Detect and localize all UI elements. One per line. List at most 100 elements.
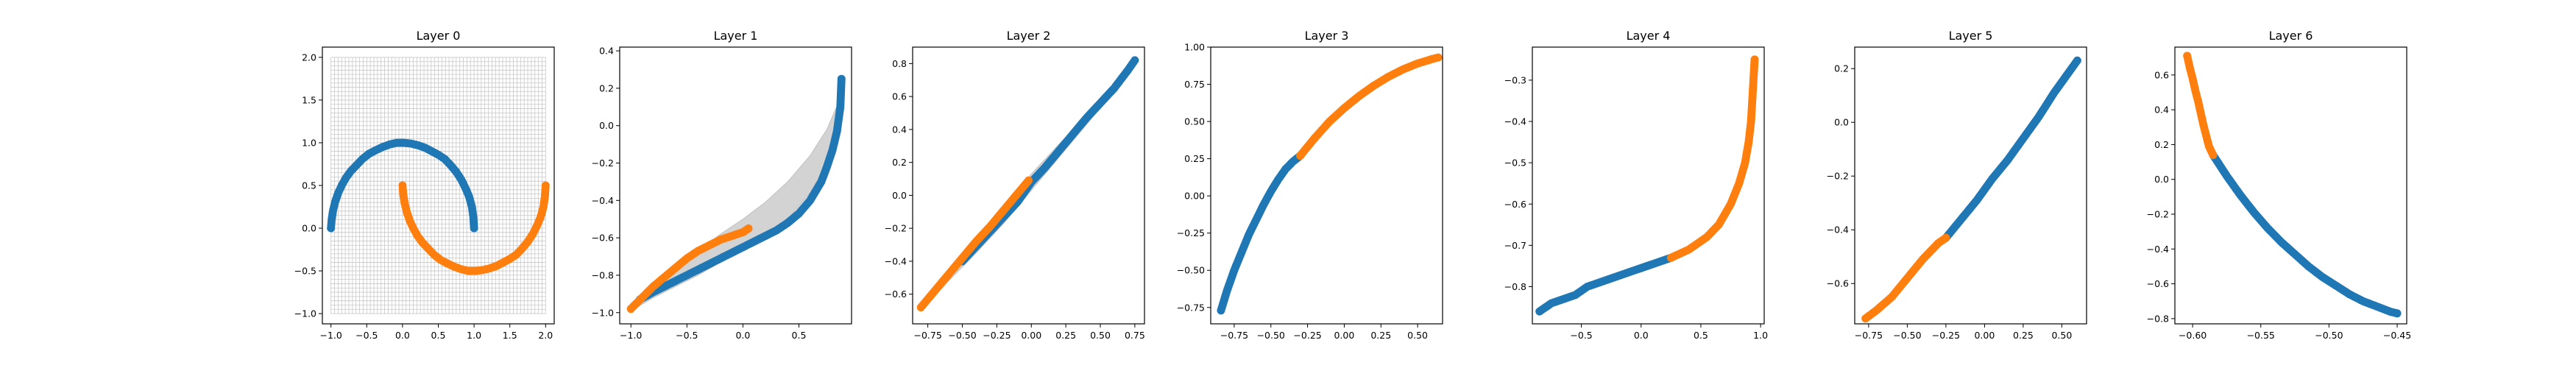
series-0 bbox=[958, 56, 1139, 266]
y-tick-label: −0.6 bbox=[1504, 199, 1526, 210]
chart-title: Layer 5 bbox=[1949, 29, 1993, 43]
data-point bbox=[837, 74, 846, 83]
y-tick-label: −0.2 bbox=[885, 223, 907, 234]
axes-frame bbox=[2174, 46, 2407, 325]
y-tick-label: −0.4 bbox=[1827, 224, 1849, 236]
x-tick-label: −0.75 bbox=[1220, 330, 1248, 341]
axes-frame bbox=[1854, 46, 2087, 325]
x-tick-label: 0.5 bbox=[792, 330, 807, 341]
x-tick-label: 0.25 bbox=[1055, 330, 1076, 341]
y-tick-label: −0.2 bbox=[592, 158, 614, 169]
x-tick-label: 0.25 bbox=[2013, 330, 2034, 341]
x-tick-label: 0.00 bbox=[1021, 330, 1041, 341]
x-tick-label: −1.0 bbox=[319, 330, 342, 341]
x-tick-label: 1.0 bbox=[467, 330, 481, 341]
series-0 bbox=[1217, 152, 1305, 315]
x-tick-label: 0.50 bbox=[2051, 330, 2072, 341]
y-tick-label: −0.7 bbox=[1504, 240, 1526, 251]
y-tick-label: −1.0 bbox=[592, 307, 614, 318]
x-tick-label: 1.5 bbox=[503, 330, 517, 341]
y-tick-label: 0.0 bbox=[1834, 117, 1849, 128]
data-point bbox=[1434, 53, 1443, 62]
data-point bbox=[2073, 56, 2081, 65]
x-tick-label: −0.25 bbox=[1932, 330, 1960, 341]
y-tick-label: −0.4 bbox=[2147, 244, 2169, 255]
x-tick-label: 0.0 bbox=[1634, 330, 1649, 341]
y-tick-label: −0.75 bbox=[1177, 302, 1205, 313]
chart-6: Layer 6 −0.60 −0.55 −0.50 −0.45 −0.8 −0.6 −0.4 −… bbox=[2147, 29, 2412, 341]
y-tick-label: 0.4 bbox=[892, 124, 907, 135]
y-tick-label: 0.4 bbox=[599, 46, 614, 57]
y-tick-label: 0.0 bbox=[892, 190, 907, 201]
y-tick-label: −0.8 bbox=[592, 269, 614, 280]
y-tick-label: −0.4 bbox=[1504, 116, 1526, 127]
series-1 bbox=[1666, 55, 1759, 262]
y-tick-label: 0.4 bbox=[2154, 105, 2169, 116]
y-tick-label: 1.00 bbox=[1184, 42, 1205, 53]
y-tick-label: −0.4 bbox=[592, 195, 614, 206]
plot-area-5 bbox=[1861, 56, 2081, 323]
data-point bbox=[2393, 309, 2402, 318]
x-tick-label: 2.0 bbox=[538, 330, 553, 341]
x-tick-label: −1.0 bbox=[620, 330, 642, 341]
x-tick-label: −0.50 bbox=[1893, 330, 1921, 341]
y-tick-label: −0.2 bbox=[2147, 209, 2169, 220]
x-tick-label: −0.50 bbox=[2315, 330, 2343, 341]
y-tick-label: 0.2 bbox=[599, 82, 614, 93]
series-1 bbox=[1296, 53, 1443, 160]
y-tick-label: −0.6 bbox=[885, 289, 907, 300]
chart-title: Layer 1 bbox=[714, 29, 758, 43]
series-0 bbox=[1942, 56, 2081, 242]
y-tick-label: 0.2 bbox=[892, 157, 907, 168]
x-tick-label: −0.60 bbox=[2179, 330, 2207, 341]
chart-title: Layer 3 bbox=[1305, 29, 1349, 43]
y-tick-label: 0.2 bbox=[1834, 63, 1849, 74]
axes-frame bbox=[619, 46, 852, 325]
data-point bbox=[470, 224, 478, 233]
series-1 bbox=[626, 224, 753, 314]
x-tick-label: 0.00 bbox=[1334, 330, 1355, 341]
y-tick-label: −1.0 bbox=[294, 308, 316, 319]
y-tick-label: −0.5 bbox=[1504, 158, 1526, 169]
axes-frame bbox=[912, 46, 1145, 325]
x-tick-label: 0.0 bbox=[735, 330, 750, 341]
y-tick-label: −0.6 bbox=[2147, 278, 2169, 289]
x-tick-label: 1.0 bbox=[1753, 330, 1768, 341]
x-tick-label: 0.5 bbox=[1694, 330, 1708, 341]
x-tick-label: 0.0 bbox=[395, 330, 410, 341]
chart-0: Layer 0 −1.0 −0.5 0.0 0.5 1.0 1.5 2.0 −1.0 −0.5 0.… bbox=[294, 29, 555, 341]
chart-3: Layer 3−0.75 −0.50 −0.25 0.00 0.25 0.50−0.75−… bbox=[1177, 29, 1443, 341]
data-point bbox=[541, 181, 550, 190]
plot-area-4 bbox=[1535, 55, 1759, 316]
y-tick-label: 0.6 bbox=[892, 91, 907, 102]
x-tick-label: −0.25 bbox=[1293, 330, 1321, 341]
x-tick-label: −0.50 bbox=[948, 330, 976, 341]
series-1 bbox=[916, 176, 1033, 312]
y-tick-label: −0.8 bbox=[1504, 281, 1526, 292]
y-tick-label: 0.0 bbox=[2154, 174, 2169, 185]
axes-frame bbox=[1532, 46, 1765, 325]
series-1 bbox=[398, 181, 550, 275]
y-tick-label: −0.6 bbox=[592, 233, 614, 244]
data-point bbox=[1942, 233, 1950, 242]
x-tick-label: 0.25 bbox=[1370, 330, 1391, 341]
data-point bbox=[1130, 56, 1139, 65]
y-tick-label: 2.0 bbox=[302, 52, 316, 63]
y-tick-label: −0.8 bbox=[2147, 313, 2169, 324]
y-tick-label: −0.4 bbox=[885, 255, 907, 266]
y-tick-label: 1.5 bbox=[302, 94, 316, 105]
y-tick-label: 0.25 bbox=[1184, 153, 1205, 164]
x-tick-label: −0.55 bbox=[2247, 330, 2275, 341]
series-0 bbox=[2209, 151, 2402, 318]
axes-frame bbox=[1210, 46, 1443, 325]
plot-area-3 bbox=[1217, 53, 1443, 315]
y-tick-label: −0.2 bbox=[1827, 171, 1849, 182]
y-tick-label: −0.3 bbox=[1504, 74, 1526, 85]
plot-area-6 bbox=[2183, 52, 2402, 318]
chart-2: Layer 2 −0.75 −0.50 −0.25 0.00 0.25 0.50 0.75 −0… bbox=[885, 29, 1145, 341]
x-tick-label: −0.75 bbox=[913, 330, 941, 341]
y-tick-label: 0.2 bbox=[2154, 139, 2169, 150]
x-tick-label: 0.50 bbox=[1407, 330, 1428, 341]
y-tick-label: 0.5 bbox=[302, 180, 316, 191]
